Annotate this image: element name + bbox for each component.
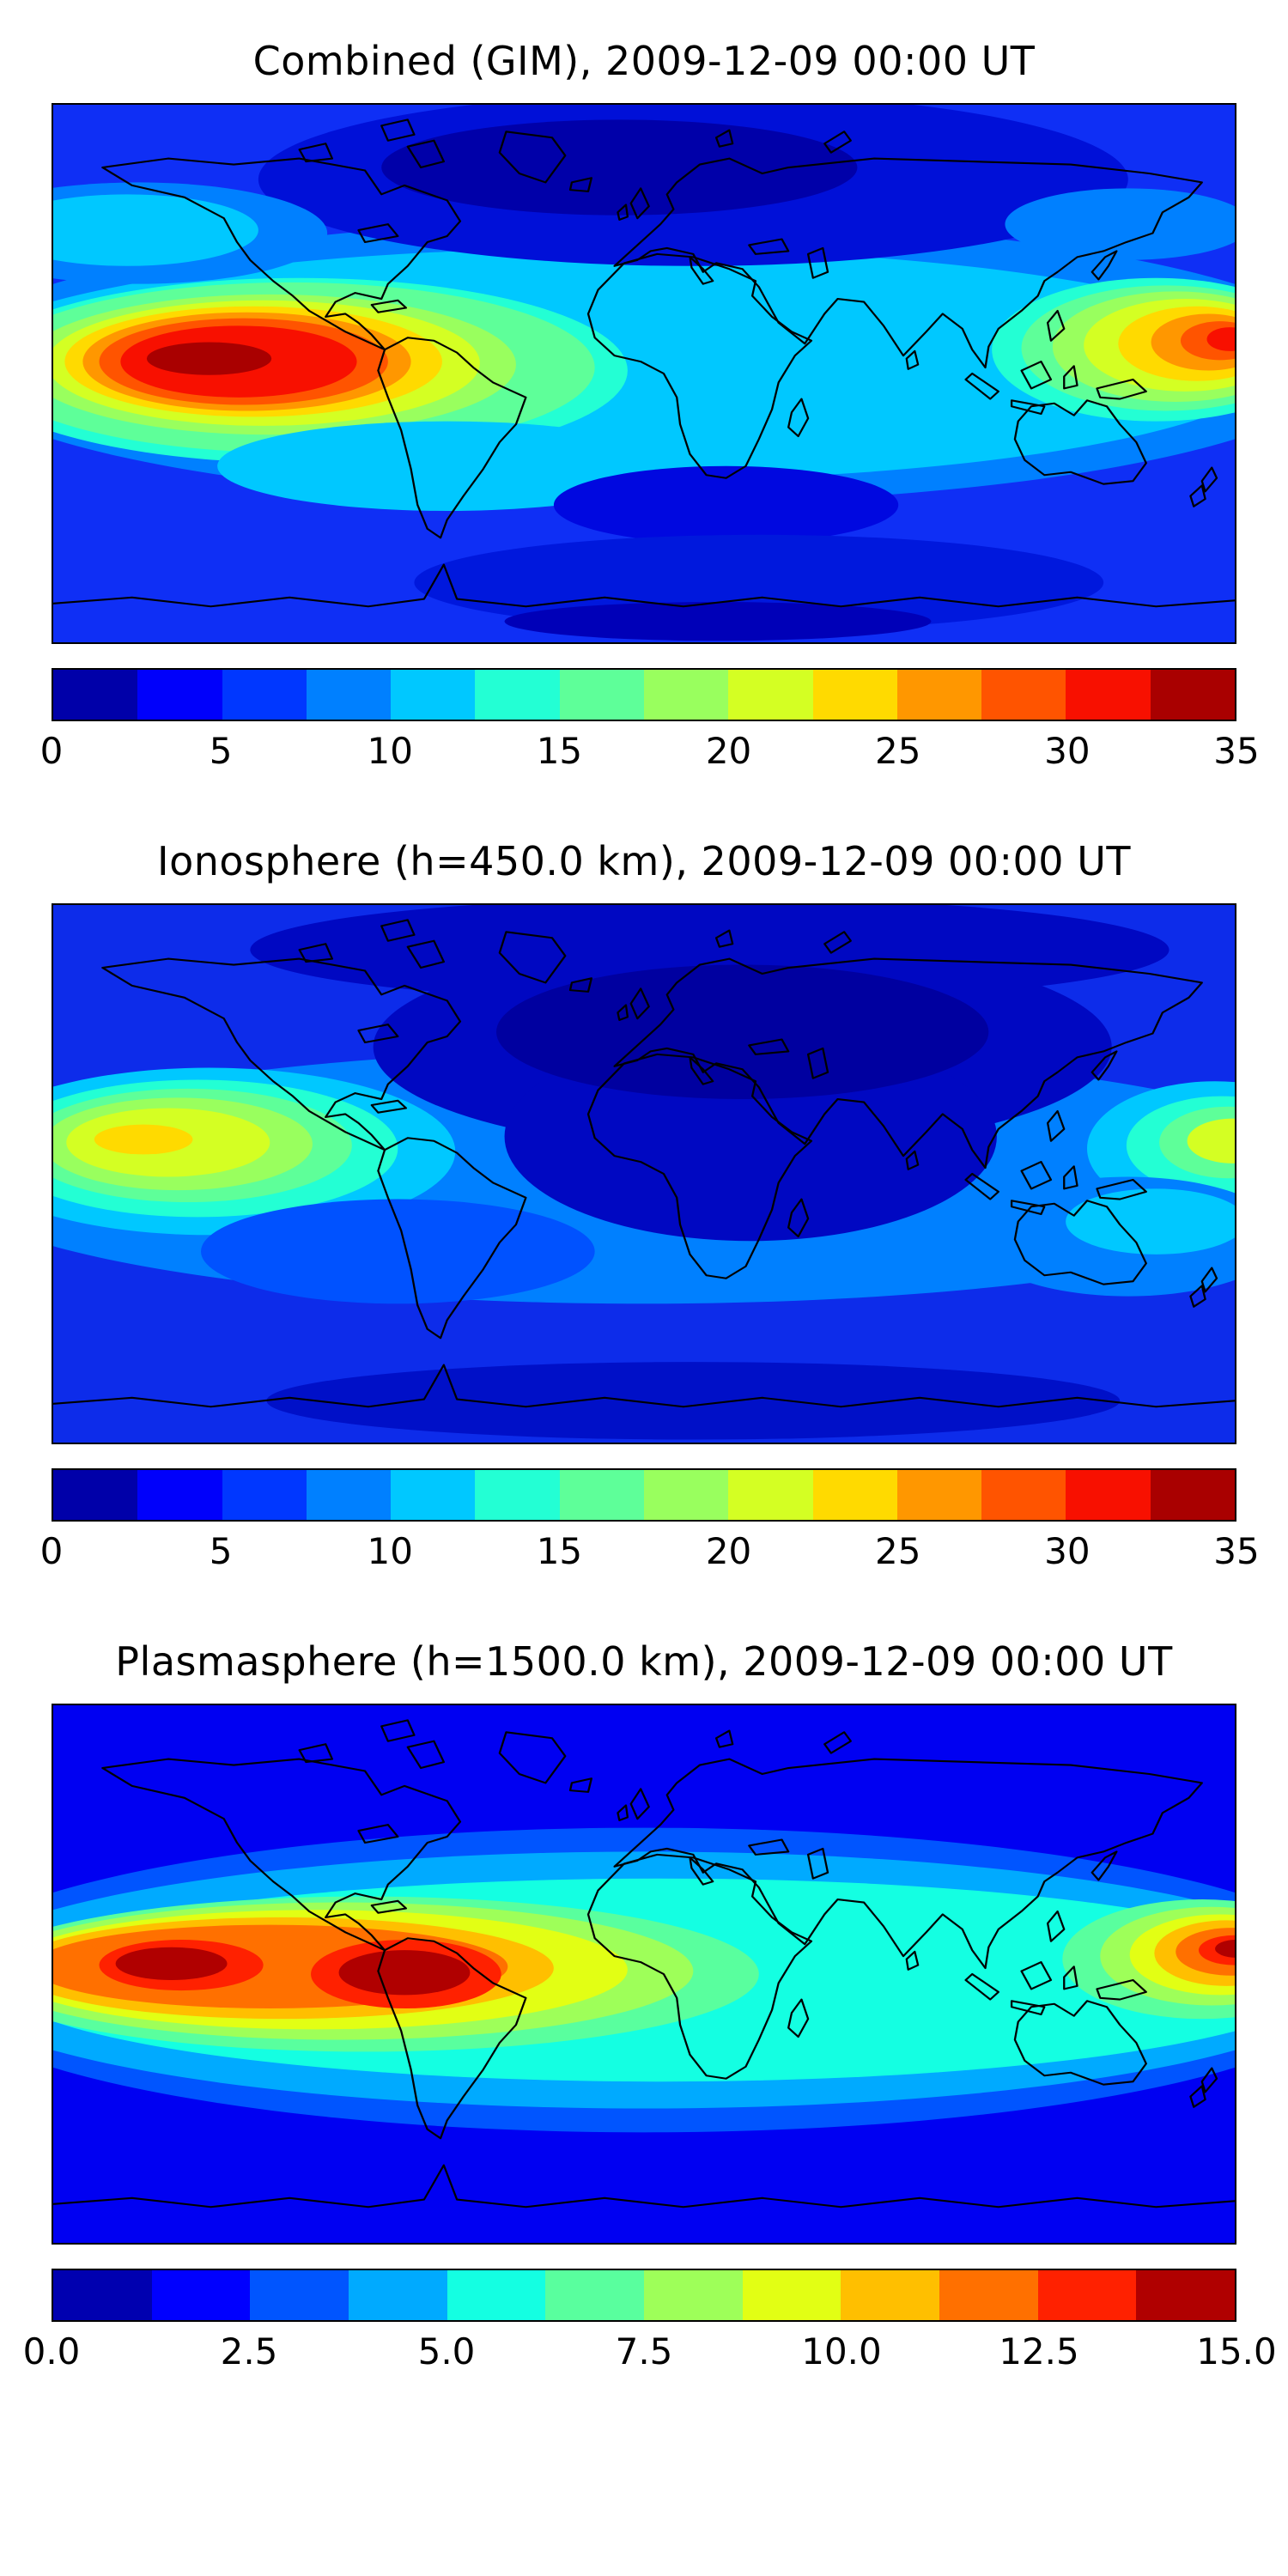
colorbar-plasmasphere: [52, 2269, 1236, 2322]
colorbar-tick-label: 0.0: [22, 2330, 81, 2372]
colorbar-segment: [53, 670, 138, 720]
colorbar-tick-label: 30: [1044, 730, 1091, 772]
right-equatorial-anomaly: [992, 277, 1235, 422]
colorbar-segment: [1136, 2270, 1236, 2320]
colorbar-segment: [812, 670, 897, 720]
tec-figure: Combined (GIM), 2009-12-09 00:00 UT: [23, 38, 1277, 2384]
colorbar-segment: [349, 2270, 447, 2320]
colorbar-segment: [475, 670, 560, 720]
colorbar-segment: [643, 1470, 729, 1520]
colorbar-segment: [447, 2270, 546, 2320]
colorbar-combined: [52, 668, 1236, 721]
colorbar-segment: [981, 670, 1066, 720]
colorbar-ticks-ionosphere: 0 5 10 15 20 25 30 35: [40, 1530, 1260, 1583]
colorbar-tick-label: 15: [536, 730, 583, 772]
colorbar-segment: [559, 1470, 644, 1520]
dark-minimum-region: [250, 905, 1170, 1242]
colorbar-tick-label: 5: [209, 730, 233, 772]
colorbar-segment: [559, 670, 644, 720]
colorbar-segment: [896, 1470, 982, 1520]
colorbar-segment: [250, 2270, 349, 2320]
colorbar-segment: [643, 670, 729, 720]
map-combined: [52, 103, 1236, 644]
colorbar-tick-label: 20: [705, 1530, 752, 1572]
colorbar-segment: [1066, 670, 1151, 720]
colorbar-segment: [222, 1470, 307, 1520]
tec-field-combined: [53, 105, 1235, 642]
colorbar-tick-label: 10: [367, 730, 414, 772]
colorbar-tick-label: 10.0: [801, 2330, 882, 2372]
colorbar-ticks-combined: 0 5 10 15 20 25 30 35: [40, 730, 1260, 783]
colorbar-segment: [137, 670, 222, 720]
map-plasmasphere: [52, 1704, 1236, 2245]
panel-ionosphere: Ionosphere (h=450.0 km), 2009-12-09 00:0…: [40, 838, 1260, 1583]
tec-field-ionosphere: [53, 905, 1235, 1443]
colorbar-segment: [981, 1470, 1066, 1520]
tec-field-plasmasphere: [53, 1705, 1235, 2243]
left-equatorial-anomaly: [53, 277, 628, 464]
colorbar-segment: [306, 670, 392, 720]
colorbar-segment: [545, 2270, 645, 2320]
left-equatorial-anomaly: [53, 1067, 456, 1236]
colorbar-segment: [151, 2270, 251, 2320]
colorbar-segment: [644, 2270, 743, 2320]
colorbar-segment: [896, 670, 982, 720]
colorbar-segment: [939, 2270, 1038, 2320]
colorbar-tick-label: 35: [1213, 730, 1260, 772]
colorbar-segment: [841, 2270, 940, 2320]
colorbar-tick-label: 25: [874, 1530, 921, 1572]
colorbar-segment: [728, 670, 813, 720]
colorbar-tick-label: 25: [874, 730, 921, 772]
colorbar-segment: [137, 1470, 222, 1520]
colorbar-tick-label: 30: [1044, 1530, 1091, 1572]
colorbar-segment: [53, 2270, 152, 2320]
panel-plasmasphere-title: Plasmasphere (h=1500.0 km), 2009-12-09 0…: [115, 1638, 1173, 1685]
panel-combined-title: Combined (GIM), 2009-12-09 00:00 UT: [252, 38, 1036, 84]
map-ionosphere: [52, 903, 1236, 1444]
panel-combined: Combined (GIM), 2009-12-09 00:00 UT: [40, 38, 1260, 783]
colorbar-tick-label: 2.5: [220, 2330, 278, 2372]
colorbar-segment: [391, 1470, 476, 1520]
colorbar-ticks-plasmasphere: 0.0 2.5 5.0 7.5 10.0 12.5 15.0: [23, 2330, 1277, 2384]
colorbar-segment: [475, 1470, 560, 1520]
panel-plasmasphere: Plasmasphere (h=1500.0 km), 2009-12-09 0…: [23, 1638, 1277, 2384]
bottom-band: [266, 1362, 1121, 1440]
colorbar-tick-label: 5: [209, 1530, 233, 1572]
southern-features: [217, 421, 1104, 641]
colorbar-tick-label: 15: [536, 1530, 583, 1572]
colorbar-tick-label: 15.0: [1196, 2330, 1277, 2372]
colorbar-tick-label: 0: [39, 730, 64, 772]
northern-features: [53, 105, 1235, 284]
colorbar-tick-label: 7.5: [615, 2330, 673, 2372]
colorbar-tick-label: 5.0: [417, 2330, 476, 2372]
colorbar-segment: [1150, 670, 1235, 720]
colorbar-segment: [306, 1470, 392, 1520]
colorbar-tick-label: 10: [367, 1530, 414, 1572]
colorbar-segment: [812, 1470, 897, 1520]
panel-ionosphere-title: Ionosphere (h=450.0 km), 2009-12-09 00:0…: [157, 838, 1131, 884]
colorbar-tick-label: 35: [1213, 1530, 1260, 1572]
colorbar-tick-label: 20: [705, 730, 752, 772]
colorbar-segment: [53, 1470, 138, 1520]
colorbar-segment: [742, 2270, 841, 2320]
colorbar-segment: [391, 670, 476, 720]
colorbar-ionosphere: [52, 1468, 1236, 1522]
colorbar-segment: [1150, 1470, 1235, 1520]
colorbar-segment: [222, 670, 307, 720]
colorbar-tick-label: 0: [39, 1530, 64, 1572]
colorbar-segment: [1037, 2270, 1137, 2320]
colorbar-segment: [1066, 1470, 1151, 1520]
colorbar-tick-label: 12.5: [999, 2330, 1079, 2372]
colorbar-segment: [728, 1470, 813, 1520]
